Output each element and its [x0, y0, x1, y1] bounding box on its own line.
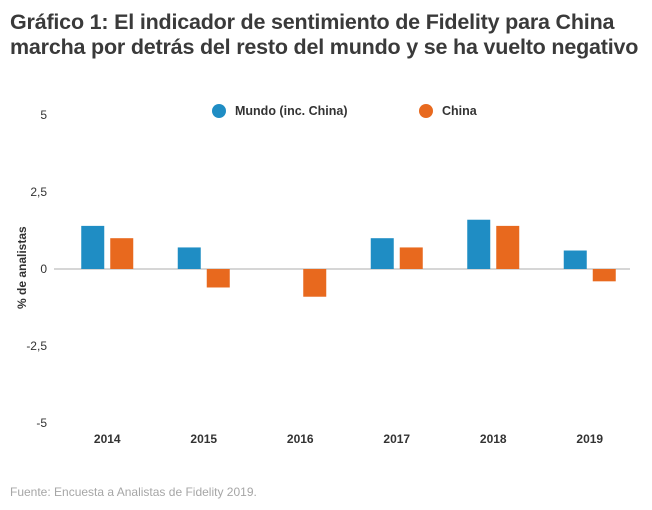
- legend-item-china: China: [419, 104, 477, 118]
- bar-china-2014: [110, 238, 134, 269]
- bar-china-2018: [496, 225, 520, 269]
- x-tick-label: 2014: [94, 432, 121, 446]
- x-tick-label: 2017: [383, 432, 410, 446]
- bar-mundo-2018: [467, 219, 491, 269]
- legend-label-china: China: [442, 104, 477, 118]
- legend-swatch-mundo: [212, 104, 226, 118]
- y-tick-label: -5: [36, 416, 47, 430]
- legend-swatch-china: [419, 104, 433, 118]
- y-tick-label: 2,5: [30, 185, 47, 199]
- bar-china-2017: [399, 247, 423, 269]
- y-tick-label: 5: [40, 108, 47, 122]
- bar-china-2015: [206, 269, 230, 288]
- bar-mundo-2017: [370, 238, 394, 269]
- legend: Mundo (inc. China) China: [0, 104, 652, 124]
- bar-mundo-2015: [177, 247, 201, 269]
- bar-chart: 5 2,5 0 -2,5 -5 2014 2015 2016 2017 2018 2019: [26, 108, 630, 446]
- x-tick-label: 2016: [287, 432, 314, 446]
- x-tick-label: 2019: [576, 432, 603, 446]
- legend-item-mundo: Mundo (inc. China): [212, 104, 347, 118]
- bar-china-2016: [303, 269, 327, 297]
- y-tick-label: -2,5: [26, 339, 47, 353]
- x-tick-label: 2018: [480, 432, 507, 446]
- source-note: Fuente: Encuesta a Analistas de Fidelity…: [10, 485, 257, 499]
- bar-mundo-2014: [81, 225, 105, 269]
- x-tick-label: 2015: [190, 432, 217, 446]
- bar-mundo-2019: [563, 250, 587, 269]
- legend-label-mundo: Mundo (inc. China): [235, 104, 348, 118]
- bar-china-2019: [592, 269, 616, 282]
- y-tick-label: 0: [40, 262, 47, 276]
- chart-title: Gráfico 1: El indicador de sentimiento d…: [10, 10, 639, 59]
